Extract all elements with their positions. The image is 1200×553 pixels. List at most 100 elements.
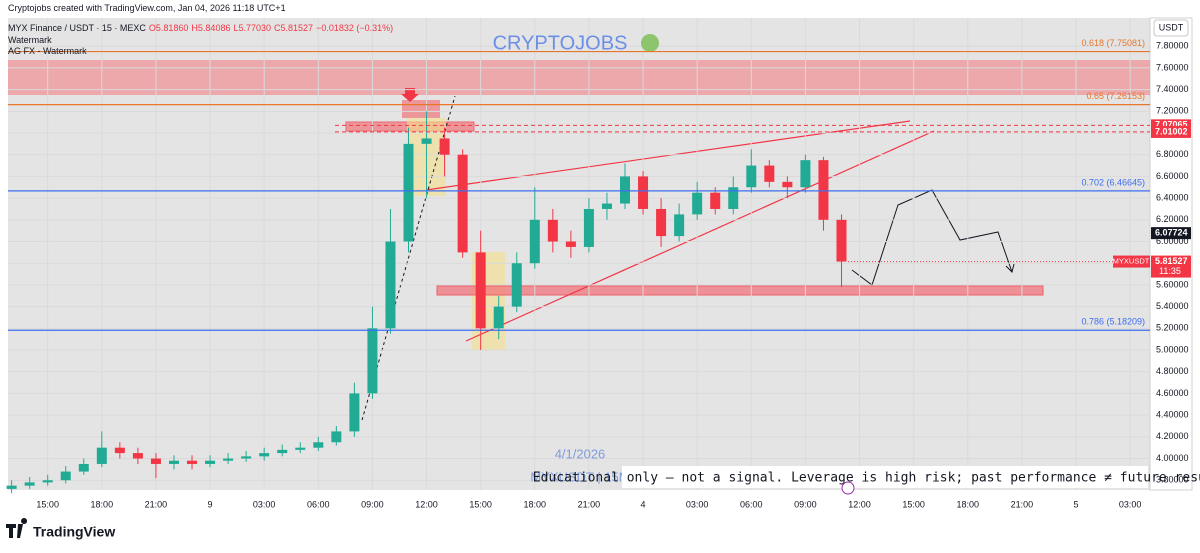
symbol: MYX Finance / USDT · 15 · MEXC: [8, 23, 146, 33]
watermark: CRYPTOJOBS: [493, 32, 628, 54]
candle-body: [96, 447, 107, 464]
x-tick-label: 09:00: [361, 499, 384, 509]
ohlc-value: C5.81527: [274, 23, 314, 33]
date-watermark: 4/1/2026: [555, 446, 606, 461]
price-tag: [1151, 255, 1191, 278]
price-tag: [1151, 125, 1191, 138]
note-bg: [622, 466, 1148, 488]
candle-body: [547, 219, 558, 242]
x-tick-label: 4: [641, 499, 646, 509]
candle-body: [764, 165, 775, 182]
fib-label: 0.702 (6.46645): [1081, 177, 1145, 187]
wedge-line: [425, 120, 911, 191]
candle-body: [728, 187, 739, 209]
y-tick-label: 4.80000: [1156, 366, 1189, 376]
candle-body: [187, 460, 198, 464]
x-tick-label: 15:00: [902, 499, 925, 509]
indicator: AG FX - Watermark: [8, 46, 87, 56]
x-tick-label: 18:00: [957, 499, 980, 509]
candle-body: [150, 458, 161, 464]
symbol-watermark: MYXUSDT | 15M: [530, 469, 629, 484]
x-tick-label: 21:00: [578, 499, 601, 509]
arrow: [401, 88, 419, 102]
currency-box: [1153, 19, 1189, 37]
logo: [6, 518, 28, 538]
price-tag: [1151, 227, 1191, 240]
x-tick-label: 18:00: [524, 499, 547, 509]
ohlc-value: −0.01832 (−0.31%): [316, 23, 394, 33]
x-tick-label: 06:00: [307, 499, 330, 509]
indicator: Watermark: [8, 35, 52, 45]
candle-body: [620, 176, 631, 204]
y-tick-label: 4.00000: [1156, 453, 1189, 463]
candle-body: [313, 442, 324, 448]
candle-body: [583, 208, 594, 247]
x-tick-label: 12:00: [415, 499, 438, 509]
candle-body: [421, 138, 432, 144]
y-tick-label: 4.40000: [1156, 410, 1189, 420]
x-tick-label: 15:00: [36, 499, 59, 509]
candle-body: [403, 143, 414, 242]
symbol-tag: [1113, 255, 1150, 268]
candle-body: [710, 192, 721, 209]
legend: MYX Finance / USDT · 15 · MEXC O5.81860 H5…: [8, 23, 393, 33]
y-tick-label: 5.40000: [1156, 301, 1189, 311]
y-tick-label: 5.60000: [1156, 279, 1189, 289]
symbol-tag-label: MYXUSDT: [1113, 257, 1150, 266]
y-tick-label: 6.80000: [1156, 149, 1189, 159]
candle-body: [331, 431, 342, 443]
candle-body: [205, 460, 216, 464]
x-tick-label: 21:00: [145, 499, 168, 509]
y-tick-label: 5.00000: [1156, 344, 1189, 354]
candle-body: [349, 393, 360, 432]
y-tick-label: 6.60000: [1156, 171, 1189, 181]
candle-body: [277, 449, 288, 454]
candle-body: [42, 480, 53, 483]
candle-body: [6, 485, 17, 489]
y-tick-label: 6.00000: [1156, 236, 1189, 246]
support-zone: [436, 285, 1044, 296]
candle-body: [674, 214, 685, 237]
caption: Cryptojobs created with TradingView.com,…: [8, 3, 286, 13]
x-tick-label: 06:00: [740, 499, 763, 509]
y-tick-label: 3.80000: [1156, 475, 1189, 485]
y-tick-label: 4.20000: [1156, 431, 1189, 441]
candle-body: [529, 219, 540, 264]
x-tick-label: 03:00: [253, 499, 276, 509]
event-icon[interactable]: [841, 481, 855, 495]
price-tag-label: 5.81527: [1155, 256, 1188, 266]
x-tick-label: 03:00: [1119, 499, 1142, 509]
y-tick-label: 6.40000: [1156, 192, 1189, 202]
candle-body: [475, 252, 486, 329]
candle-body: [295, 447, 306, 450]
x-tick-label: 03:00: [686, 499, 709, 509]
x-tick-label: 21:00: [1011, 499, 1034, 509]
candle-body: [746, 165, 757, 188]
ohlc-value: H5.84086: [191, 23, 231, 33]
frog-icon: [641, 34, 659, 52]
y-tick-label: 5.20000: [1156, 323, 1189, 333]
x-tick-label: 09:00: [794, 499, 817, 509]
y-tick-label: 7.40000: [1156, 84, 1189, 94]
y-tick-label: 7.80000: [1156, 41, 1189, 51]
candle-body: [60, 471, 71, 481]
currency: USDT: [1159, 22, 1184, 32]
arrowhead: [1005, 263, 1015, 273]
fib-label: 0.618 (7.75081): [1081, 38, 1145, 48]
candle-body: [439, 138, 450, 155]
candle-body: [24, 482, 35, 486]
plot-bg: [8, 18, 1150, 490]
candle-body: [493, 306, 504, 329]
y-tick-label: 6.20000: [1156, 214, 1189, 224]
price-tag-label: 7.01002: [1155, 126, 1188, 136]
x-tick-label: 12:00: [848, 499, 871, 509]
candle-body: [818, 160, 829, 220]
note: Educational only — not a signal. Leverag…: [533, 471, 1200, 486]
candle-body: [511, 263, 522, 307]
candle-body: [223, 458, 234, 461]
price-tag-label: 7.07065: [1155, 120, 1188, 130]
candle-body: [656, 208, 667, 237]
x-tick-label: 9: [208, 499, 213, 509]
